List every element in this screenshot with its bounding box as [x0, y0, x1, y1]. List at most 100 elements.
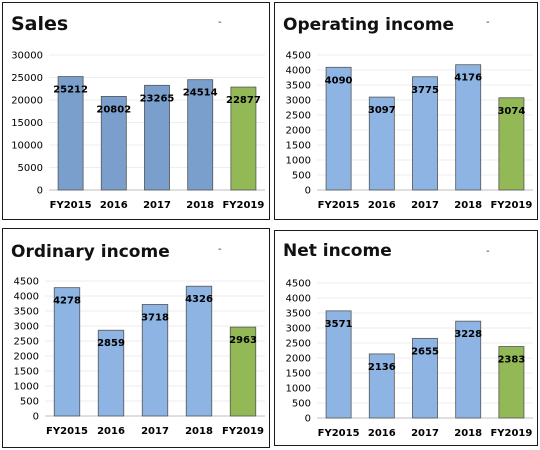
y-tick-label: 1000: [286, 156, 311, 167]
y-tick-label: 0: [33, 412, 39, 423]
bar: [498, 97, 525, 191]
y-tick-label: 3000: [286, 96, 311, 107]
x-tick-label: 2017: [143, 200, 171, 211]
bar: [368, 353, 395, 419]
data-label: 4090: [325, 75, 353, 86]
data-label: 2859: [97, 338, 125, 349]
bar: [230, 86, 257, 191]
y-tick-label: 3500: [286, 81, 311, 92]
chart-panel-operating-income: Operating income - 0 500 1000 1500 2000 2500 3…: [274, 2, 538, 220]
y-tick-label: 3000: [286, 324, 311, 335]
data-label: 3718: [141, 312, 169, 323]
data-label: 3074: [497, 106, 525, 117]
y-tick-label: 1500: [286, 141, 311, 152]
y-tick-label: 3500: [14, 307, 39, 318]
chart-plot: 0 500 1000 1500 2000 2500 3000 3500 4000 4500 4090…: [286, 51, 533, 211]
y-tick-label: 2000: [286, 354, 311, 365]
chart-plot: 0 500 1000 1500 2000 2500 3000 3500 4000 4500 3571…: [286, 279, 533, 439]
data-label: 22877: [226, 95, 261, 106]
y-tick-label: 1500: [14, 367, 39, 378]
chart-title: Sales: [11, 13, 69, 35]
chart-panel-ordinary-income: Ordinary income - 0 500 1000 1500 2000 2500 30…: [2, 228, 270, 448]
y-tick-label: 2000: [286, 126, 311, 137]
x-tick-label: FY2015: [46, 426, 88, 437]
y-tick-label: 3500: [286, 309, 311, 320]
bar: [412, 76, 438, 191]
x-tick-label: 2016: [368, 428, 396, 439]
chart-dash-mark: -: [218, 17, 222, 28]
chart-panel-net-income: Net income - 0 500 1000 1500 2000 2500 3000 350…: [274, 230, 538, 446]
chart-dash-mark: -: [486, 246, 490, 257]
y-tick-label: 2000: [14, 352, 39, 363]
data-label: 3775: [411, 85, 439, 96]
x-tick-label: FY2019: [490, 200, 532, 211]
data-label: 3228: [454, 329, 482, 340]
bar: [498, 346, 525, 419]
y-tick-label: 500: [292, 171, 311, 182]
y-tick-label: 500: [292, 399, 311, 410]
y-tick-label: 2500: [14, 337, 39, 348]
y-tick-label: 25000: [11, 73, 43, 84]
x-tick-label: 2016: [100, 200, 128, 211]
y-tick-label: 4500: [286, 279, 311, 290]
x-tick-label: FY2015: [318, 428, 360, 439]
x-tick-label: 2018: [454, 428, 482, 439]
chart-plot: 0 5000 10000 15000 20000 25000 30000 25212 FY201…: [11, 51, 265, 211]
data-label: 24514: [183, 88, 218, 99]
y-tick-label: 4000: [286, 66, 311, 77]
x-tick-label: 2018: [186, 200, 214, 211]
data-label: 4326: [185, 294, 213, 305]
data-label: 2963: [229, 335, 257, 346]
bar: [455, 320, 482, 419]
bar: [53, 287, 81, 417]
data-label: 20802: [96, 104, 131, 115]
data-label: 23265: [140, 93, 175, 104]
bar: [368, 96, 395, 191]
chart-dash-mark: -: [486, 17, 490, 28]
bar: [325, 310, 352, 419]
bar: [229, 326, 257, 417]
bar: [187, 79, 214, 191]
x-tick-label: 2018: [454, 200, 482, 211]
data-label: 4278: [53, 296, 81, 307]
y-tick-label: 1500: [286, 369, 311, 380]
data-label: 25212: [53, 85, 88, 96]
y-tick-label: 0: [37, 186, 43, 197]
bar: [100, 95, 127, 191]
y-tick-label: 4000: [286, 294, 311, 305]
y-tick-label: 4500: [286, 51, 311, 62]
chart-plot: 0 500 1000 1500 2000 2500 3000 3500 4000 4500 4278…: [14, 277, 265, 437]
x-tick-label: 2018: [185, 426, 213, 437]
x-tick-label: 2017: [411, 200, 439, 211]
x-tick-label: 2016: [97, 426, 125, 437]
y-tick-label: 5000: [18, 163, 43, 174]
data-label: 3571: [325, 319, 353, 330]
data-label: 2136: [368, 362, 396, 373]
y-tick-label: 10000: [11, 141, 43, 152]
data-label: 4176: [454, 73, 482, 84]
chart-title: Net income: [283, 241, 392, 261]
bar: [57, 76, 84, 191]
data-label: 2655: [411, 346, 439, 357]
x-tick-label: FY2019: [222, 200, 264, 211]
bar: [141, 304, 169, 417]
y-tick-label: 0: [305, 186, 311, 197]
x-tick-label: FY2019: [490, 428, 532, 439]
y-tick-label: 0: [305, 414, 311, 425]
x-tick-label: FY2015: [50, 200, 92, 211]
y-tick-label: 4000: [14, 292, 39, 303]
y-tick-label: 500: [20, 397, 39, 408]
y-tick-label: 30000: [11, 51, 43, 62]
chart-title: Ordinary income: [11, 242, 170, 262]
chart-panel-sales: Sales - 0 5000 10000 15000 20000 25000 30000 25…: [2, 2, 270, 220]
bar: [144, 84, 170, 191]
data-label: 3097: [368, 105, 396, 116]
bar: [325, 66, 352, 191]
chart-title: Operating income: [283, 15, 455, 35]
x-tick-label: FY2015: [318, 200, 360, 211]
y-tick-label: 4500: [14, 277, 39, 288]
y-tick-label: 20000: [11, 96, 43, 107]
x-tick-label: FY2019: [222, 426, 264, 437]
x-tick-label: 2017: [411, 428, 439, 439]
chart-dash-mark: -: [218, 244, 222, 255]
